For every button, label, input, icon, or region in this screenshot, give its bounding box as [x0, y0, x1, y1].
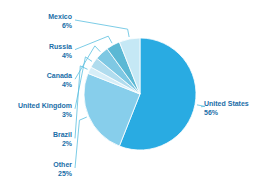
svg-text:6%: 6%	[62, 22, 73, 29]
svg-text:United Kingdom: United Kingdom	[18, 102, 72, 110]
svg-text:4%: 4%	[62, 52, 73, 59]
svg-text:3%: 3%	[62, 111, 73, 118]
svg-text:United States: United States	[204, 100, 249, 107]
svg-text:Mexico: Mexico	[48, 13, 72, 20]
svg-text:25%: 25%	[58, 170, 73, 177]
svg-text:Other: Other	[53, 161, 72, 168]
svg-text:Russia: Russia	[49, 43, 72, 50]
svg-text:Canada: Canada	[47, 72, 72, 79]
svg-text:2%: 2%	[62, 140, 73, 147]
svg-text:56%: 56%	[204, 109, 219, 116]
svg-text:Brazil: Brazil	[53, 131, 72, 138]
svg-text:4%: 4%	[62, 81, 73, 88]
